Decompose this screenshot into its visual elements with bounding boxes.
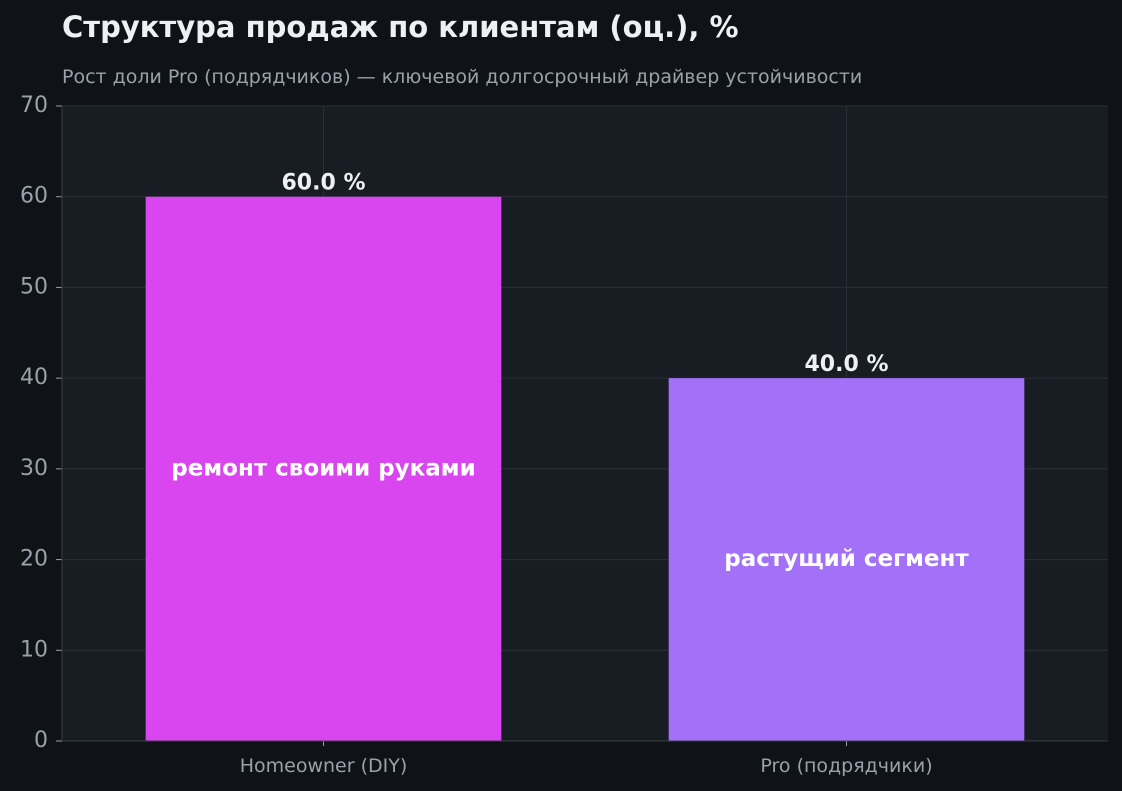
y-tick-label: 0 — [34, 728, 48, 753]
x-tick-label: Pro (подрядчики) — [760, 755, 932, 777]
y-tick-label: 20 — [20, 547, 48, 572]
bar-annotation: ремонт своими руками — [171, 455, 475, 481]
chart-subtitle: Рост доли Pro (подрядчиков) — ключевой д… — [62, 66, 863, 88]
value-label: 60.0 % — [282, 171, 366, 196]
y-tick-label: 70 — [20, 93, 48, 118]
y-tick-label: 60 — [20, 184, 48, 209]
y-tick-label: 30 — [20, 456, 48, 481]
y-tick-label: 10 — [20, 637, 48, 662]
y-tick-label: 40 — [20, 365, 48, 390]
chart-title: Структура продаж по клиентам (оц.), % — [62, 10, 739, 44]
y-tick-label: 50 — [20, 274, 48, 299]
bar — [145, 196, 502, 741]
x-tick-label: Homeowner (DIY) — [240, 755, 408, 777]
bar-annotation: растущий сегмент — [724, 546, 969, 572]
bar — [668, 378, 1025, 741]
value-label: 40.0 % — [805, 352, 889, 377]
